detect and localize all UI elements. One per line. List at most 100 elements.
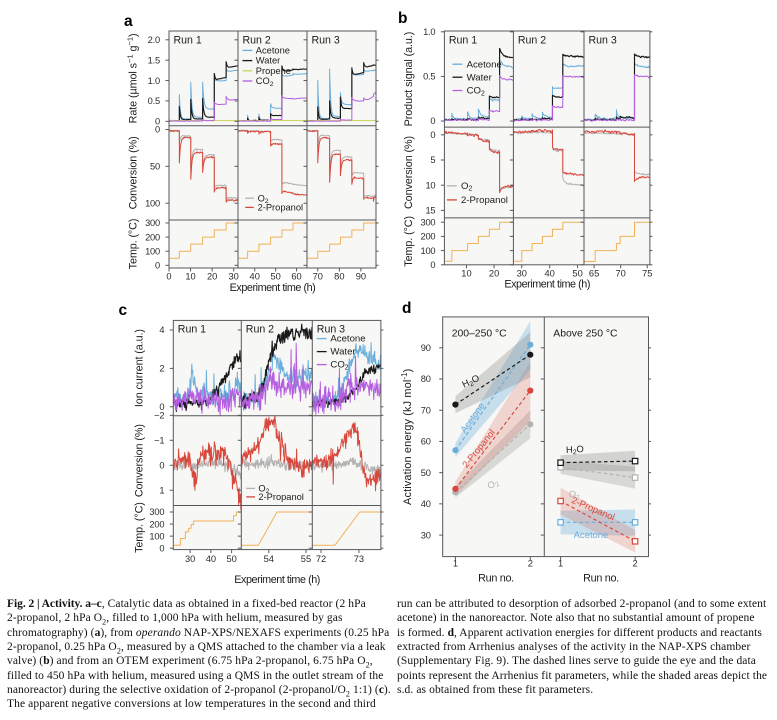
run-label: Run 1 xyxy=(178,324,206,336)
x-tick-label: 80 xyxy=(334,272,344,282)
y-tick-label: 0 xyxy=(159,460,164,470)
run-series xyxy=(513,53,585,262)
y-tick-label: 0 xyxy=(430,130,435,140)
y-tick-label: 2 xyxy=(159,364,164,374)
trend-acetone xyxy=(454,344,531,451)
series-annotation: Acetone xyxy=(574,529,608,540)
series-o2 xyxy=(513,130,585,187)
x-tick-label: 65 xyxy=(589,269,599,279)
y-tick-label: 50 xyxy=(421,468,431,478)
legend-label: Water xyxy=(467,72,493,83)
series-propanol xyxy=(584,129,650,182)
series-co2 xyxy=(444,74,514,122)
legend-label: 2-Propanol xyxy=(258,203,303,213)
y-tick-label: −1 xyxy=(154,435,164,445)
y-tick-label: 300 xyxy=(145,218,160,228)
legend-label: Water xyxy=(330,347,356,358)
run-series xyxy=(312,342,381,546)
point-water xyxy=(452,401,459,408)
x-tick-label: 20 xyxy=(207,272,217,282)
y-tick-label: 200 xyxy=(145,232,160,242)
plot-background xyxy=(169,31,376,268)
caption-column-left: Fig. 2 | Activity. a–c, Catalytic data a… xyxy=(7,597,391,712)
panel-frame xyxy=(443,30,651,266)
x-tick-label: 30 xyxy=(229,272,239,282)
band-propanol xyxy=(455,361,531,497)
x-tick-label: 1 xyxy=(558,558,563,568)
series-annotation: O2 xyxy=(568,488,581,502)
point-acetone xyxy=(452,447,459,454)
caption-line: 2-propanol, 0.25 hPa O2, measured by a Q… xyxy=(7,641,386,656)
y-tick-label: −2 xyxy=(154,411,164,421)
series-propanol xyxy=(173,441,242,511)
series-co2 xyxy=(307,91,376,122)
x-tick-label: 90 xyxy=(356,272,366,282)
run-label: Run 2 xyxy=(246,324,274,336)
y-tick-label: 5 xyxy=(430,155,435,165)
series-temp xyxy=(307,222,376,259)
legend-label: O2 xyxy=(258,484,269,496)
x-tick-label: 75 xyxy=(642,269,652,279)
point-acetone xyxy=(527,341,534,348)
series-co2 xyxy=(513,74,584,122)
run-label: Run 3 xyxy=(312,34,340,46)
y-tick-label: 70 xyxy=(421,405,431,415)
y-tick-label: 200 xyxy=(149,519,164,529)
point-o2 xyxy=(631,474,639,481)
y-tick-label: 200 xyxy=(420,232,435,242)
trend-o2 xyxy=(560,466,636,479)
y-tick-label: 1.0 xyxy=(423,27,435,37)
caption-line: run can be attributed to desorption of a… xyxy=(397,598,767,610)
y-tick-label: 100 xyxy=(149,531,164,541)
y-axis-label: Conversion (%) xyxy=(134,424,146,497)
series-temp xyxy=(173,511,242,546)
y-tick-label: 0.5 xyxy=(423,72,435,82)
y-tick-label: 100 xyxy=(145,246,160,256)
subpanel-title: 200–250 °C xyxy=(452,329,507,340)
trend-water xyxy=(560,460,636,464)
y-tick-label: 15 xyxy=(425,206,435,216)
y-tick-label: 0 xyxy=(430,116,435,126)
x-axis-label: Run no. xyxy=(478,572,514,584)
series-temp xyxy=(444,221,514,262)
series-acetone xyxy=(444,59,514,121)
caption-line: s.d. as obtained from these fit paramete… xyxy=(397,684,594,697)
series-propanol xyxy=(513,128,585,177)
y-axis-label: Conversion (%) xyxy=(128,136,140,209)
y-axis-label: Activation energy (kJ mol-1) xyxy=(400,369,414,505)
band-propanol xyxy=(560,487,636,553)
series-water xyxy=(307,62,376,122)
y-axis-label: Temp. (°C) xyxy=(128,219,140,270)
x-tick-label: 50 xyxy=(270,272,280,282)
series-co2 xyxy=(238,95,307,122)
x-tick-label: 30 xyxy=(185,554,195,564)
x-tick-label: 73 xyxy=(354,554,364,564)
y-tick-label: 0 xyxy=(159,543,164,553)
point-acetone xyxy=(557,518,564,526)
y-tick-label: 2.0 xyxy=(148,35,160,45)
y-tick-label: 0 xyxy=(155,125,160,135)
y-tick-label: 90 xyxy=(421,343,431,353)
panel-letter-c: c xyxy=(118,302,128,319)
x-tick-label: 30 xyxy=(517,269,527,279)
x-axis-label: Experiment time (h) xyxy=(504,279,590,291)
x-tick-label: 10 xyxy=(461,269,471,279)
point-acetone xyxy=(631,518,639,526)
band-water xyxy=(560,450,636,472)
caption-line: The apparent negative conversions at low… xyxy=(7,698,376,711)
x-tick-label: 54 xyxy=(264,554,274,564)
y-axis-label: Conversion (%) xyxy=(403,136,415,209)
x-tick-label: 55 xyxy=(301,554,311,564)
y-tick-label: 300 xyxy=(420,217,435,227)
x-tick-label: 0 xyxy=(166,272,171,282)
panel-b: 0 0.5 1.0 Product signal (a.u.) 0 5 10 15 Conver… xyxy=(403,27,652,291)
panel-c: 0 2 4 Ion current (a.u.) −2 −1 0 1 Conversion (%… xyxy=(134,319,384,586)
x-tick-label: 50 xyxy=(572,269,582,279)
y-tick-label: 0 xyxy=(155,117,160,127)
series-propanol xyxy=(444,130,514,194)
y-axis-label: Rate (µmol s−1 g−1) xyxy=(126,33,140,123)
